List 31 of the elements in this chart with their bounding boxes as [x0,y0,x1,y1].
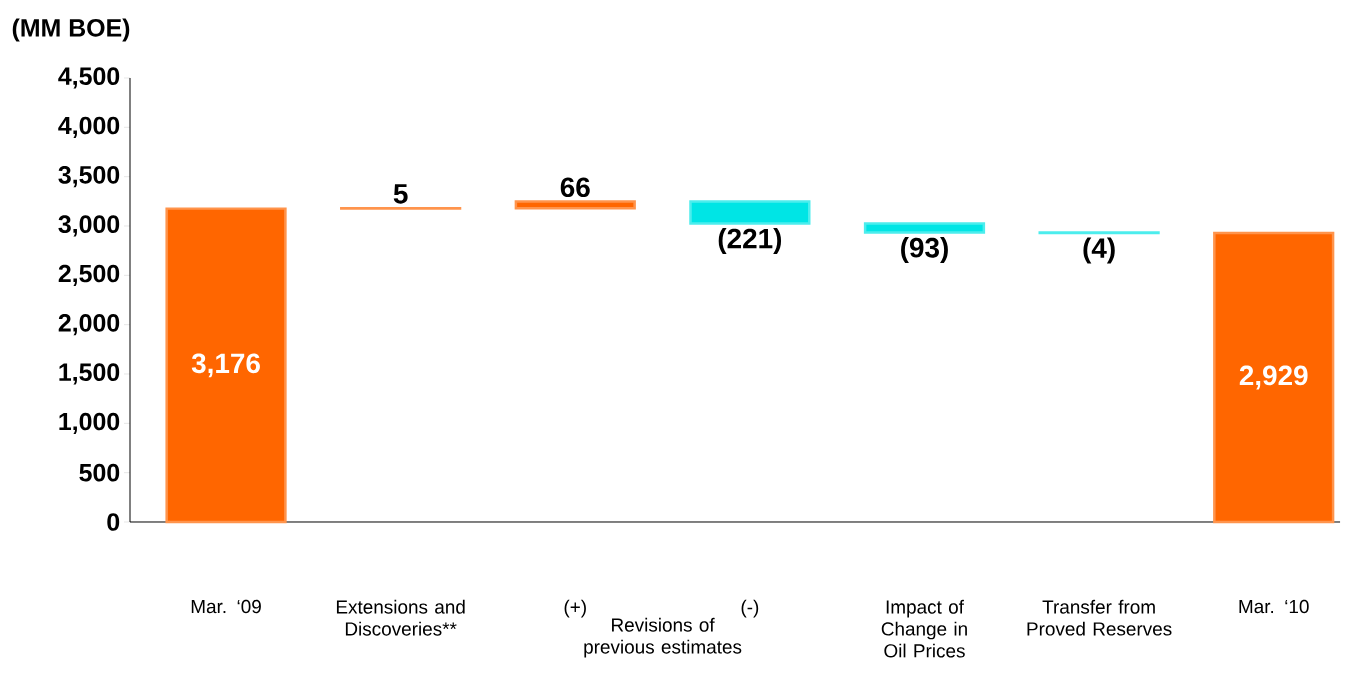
x-tick-label: Extensions and Discoveries** [336,599,465,636]
bar [514,200,636,210]
x-tick-label: (+) [564,599,586,618]
y-tick-label: 500 [79,463,120,482]
x-tick-label: Impact of Change in Oil Prices [881,599,967,658]
y-tick-label: 1,500 [59,363,120,385]
x-tick-label: Mar. ‘10 [1239,599,1309,614]
data-label: (4) [1083,237,1115,264]
data-label: 5 [393,184,408,204]
x-tick-label: Mar. ‘09 [191,599,261,614]
bar [689,200,811,225]
data-label: 3,176 [191,353,260,378]
bar [1213,231,1335,524]
y-tick-label: 3,000 [58,215,120,237]
y-tick-label: 3,500 [58,166,120,188]
y-tick-label: 4,500 [58,67,120,89]
y-axis-title: (MM BOE) [12,18,130,42]
y-tick-label: 2,500 [58,264,120,286]
y-tick-label: 0 [107,513,120,531]
bar [165,207,287,524]
x-tick-label: Transfer from Proved Reserves [1027,599,1172,636]
data-label: 66 [560,177,590,198]
bar [863,222,986,234]
y-tick-label: 1,000 [59,412,120,434]
x-tick-label: (-) [741,599,759,618]
y-tick-label: 2,000 [58,314,120,336]
data-label: (93) [901,237,948,264]
text: Revisions of previous estimates [584,617,742,658]
data-label: 2,929 [1239,365,1308,390]
data-label: (221) [718,227,782,254]
y-tick-label: 4,000 [58,116,120,138]
